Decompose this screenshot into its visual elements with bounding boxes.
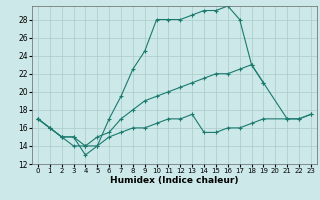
X-axis label: Humidex (Indice chaleur): Humidex (Indice chaleur) <box>110 176 239 185</box>
